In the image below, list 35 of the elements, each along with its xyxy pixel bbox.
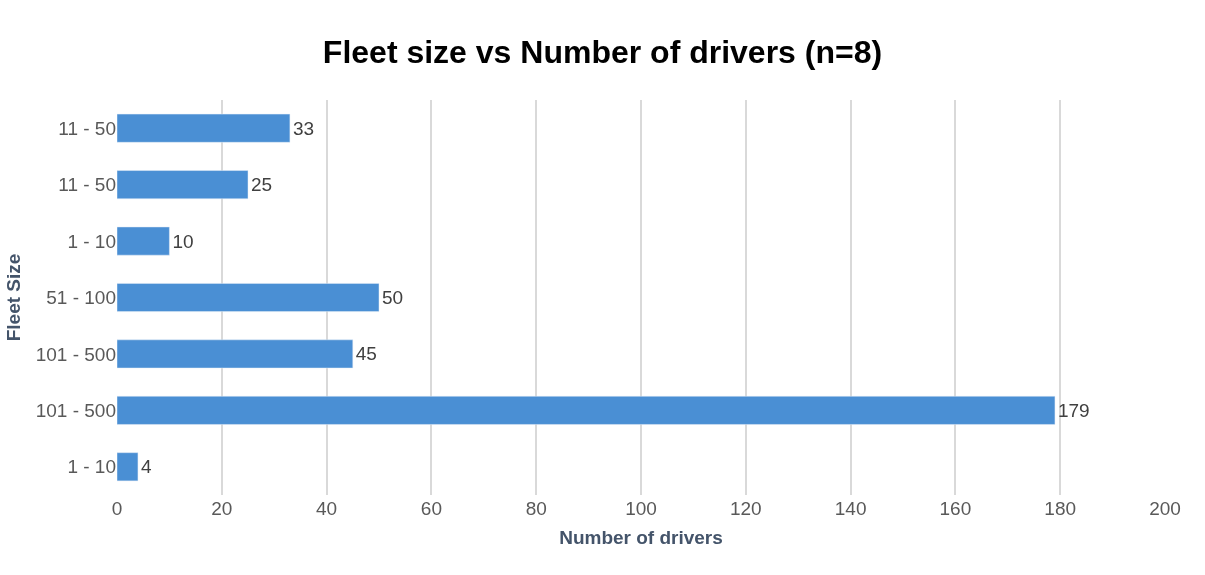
bar: [117, 170, 249, 199]
bar: [117, 452, 139, 482]
data-label: 10: [172, 230, 194, 252]
y-tick-label: 11 - 50: [58, 174, 116, 196]
bar: [117, 226, 170, 256]
data-label: 179: [1057, 399, 1090, 421]
bar: [117, 113, 291, 143]
data-label: 33: [292, 117, 315, 139]
chart-title: Fleet size vs Number of drivers (n=8): [322, 33, 883, 70]
bar: [117, 283, 380, 312]
x-tick-label: 100: [625, 498, 657, 519]
y-tick-label: 1 - 10: [67, 456, 116, 478]
x-tick-label: 80: [525, 498, 547, 519]
bar: [117, 396, 1056, 425]
y-tick-label: 101 - 500: [35, 400, 116, 422]
x-tick-label: 200: [1149, 498, 1181, 519]
y-tick-label: 11 - 50: [58, 117, 116, 139]
y-axis-title: Fleet Size: [2, 253, 24, 342]
y-tick-label: 51 - 100: [46, 287, 116, 309]
x-tick-label: 160: [939, 498, 972, 519]
x-tick-label: 40: [316, 498, 338, 519]
data-label: 4: [140, 456, 152, 478]
x-tick-label: 20: [211, 498, 233, 519]
data-label: 25: [251, 174, 273, 196]
y-tick-label: 1 - 10: [67, 230, 116, 252]
x-tick-label: 140: [834, 498, 867, 519]
x-tick-label: 60: [420, 498, 442, 519]
data-label: 45: [355, 343, 377, 365]
y-tick-label: 101 - 500: [35, 343, 116, 365]
x-tick-label: 120: [729, 498, 762, 519]
x-tick-label: 180: [1044, 498, 1077, 519]
bar: [117, 339, 354, 369]
data-label: 50: [382, 287, 404, 308]
x-axis-title: Number of drivers: [559, 526, 723, 548]
x-tick-label: 0: [111, 498, 123, 519]
